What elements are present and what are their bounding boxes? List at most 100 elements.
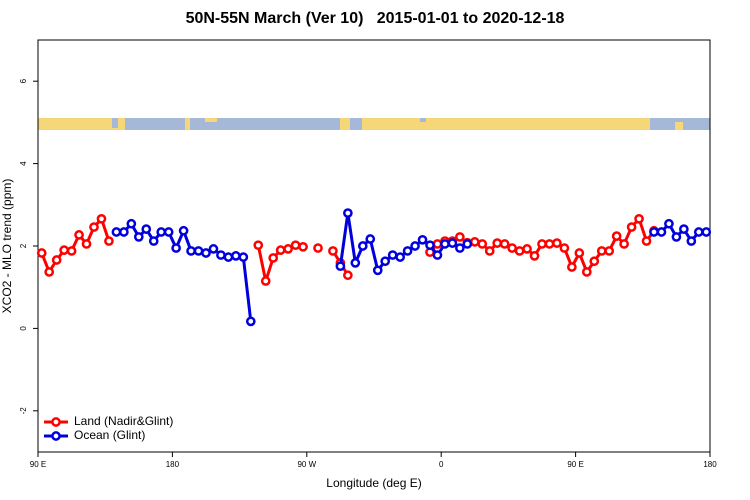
point — [619, 239, 629, 249]
point — [432, 250, 443, 260]
point — [559, 243, 570, 253]
point — [313, 243, 323, 253]
point — [484, 246, 495, 256]
x-axis-label: Longitude (deg E) — [326, 476, 421, 490]
point — [380, 256, 391, 267]
point — [664, 218, 674, 229]
point — [395, 252, 405, 262]
point — [275, 245, 286, 255]
legend-label: Land (Nadir&Glint) — [74, 414, 173, 428]
point — [372, 265, 383, 276]
point — [529, 251, 540, 261]
point — [499, 239, 510, 249]
y-tick-label: 4 — [19, 161, 28, 166]
point — [604, 246, 615, 256]
point — [74, 230, 84, 240]
point — [656, 227, 667, 237]
point — [626, 222, 637, 232]
point — [193, 246, 204, 256]
point — [507, 243, 517, 253]
point — [283, 244, 293, 254]
point — [81, 239, 92, 249]
point — [126, 218, 137, 229]
x-tick-label: 90 W — [297, 460, 316, 469]
point — [581, 267, 592, 277]
point — [201, 248, 211, 258]
point — [343, 270, 353, 281]
map-strip — [38, 118, 710, 130]
point — [245, 316, 256, 327]
point — [469, 237, 480, 247]
point — [365, 234, 376, 244]
point — [171, 243, 181, 253]
point — [432, 239, 443, 249]
point — [440, 239, 450, 249]
series-line — [116, 211, 707, 322]
point — [447, 238, 458, 248]
y-tick-label: 6 — [19, 78, 28, 83]
point — [686, 236, 697, 246]
point — [231, 251, 241, 261]
point — [119, 227, 129, 237]
point — [492, 238, 503, 248]
point — [260, 276, 271, 286]
point — [156, 227, 167, 237]
point — [402, 246, 413, 256]
point — [574, 248, 585, 258]
point — [186, 246, 196, 256]
point — [611, 231, 622, 241]
point — [104, 236, 114, 246]
point — [693, 227, 704, 237]
point — [477, 239, 488, 249]
point — [133, 232, 144, 242]
point — [679, 224, 689, 234]
point — [335, 261, 346, 272]
point — [514, 246, 525, 256]
legend-marker — [51, 417, 61, 427]
legend-label: Ocean (Glint) — [74, 428, 145, 442]
plot-frame — [37, 39, 711, 453]
point — [328, 246, 338, 256]
x-tick-label: 0 — [439, 460, 444, 469]
point — [66, 246, 77, 256]
point — [111, 227, 122, 237]
point — [208, 244, 219, 254]
point — [141, 224, 152, 234]
point — [238, 252, 249, 262]
point — [343, 208, 353, 218]
x-tick-label: 90 E — [567, 460, 583, 469]
chart-title: 50N-55N March (Ver 10) 2015-01-01 to 202… — [186, 10, 565, 27]
point — [268, 253, 279, 263]
point — [298, 241, 308, 252]
point — [544, 239, 555, 249]
y-tick-label: 0 — [19, 326, 28, 331]
point — [216, 250, 226, 260]
point — [89, 222, 99, 232]
point — [410, 241, 420, 251]
point — [253, 240, 264, 251]
x-tick-label: 180 — [166, 460, 180, 469]
point — [59, 245, 69, 255]
point — [148, 236, 159, 246]
point — [417, 234, 428, 245]
point — [36, 248, 47, 258]
point — [649, 227, 659, 237]
x-tick-label: 90 E — [30, 460, 46, 469]
point — [44, 267, 55, 277]
y-tick-label: -2 — [19, 407, 28, 415]
point — [425, 240, 435, 251]
point — [701, 227, 712, 237]
point — [51, 255, 62, 265]
point — [350, 258, 361, 268]
point — [552, 238, 562, 248]
point — [671, 232, 682, 242]
legend-marker — [51, 431, 61, 441]
point — [455, 243, 465, 253]
point — [96, 213, 107, 224]
point — [522, 244, 532, 254]
point — [290, 240, 301, 251]
point — [163, 227, 174, 237]
y-axis-label: XCO2 - MLO trend (ppm) — [0, 179, 14, 314]
y-tick-label: 2 — [19, 243, 28, 248]
